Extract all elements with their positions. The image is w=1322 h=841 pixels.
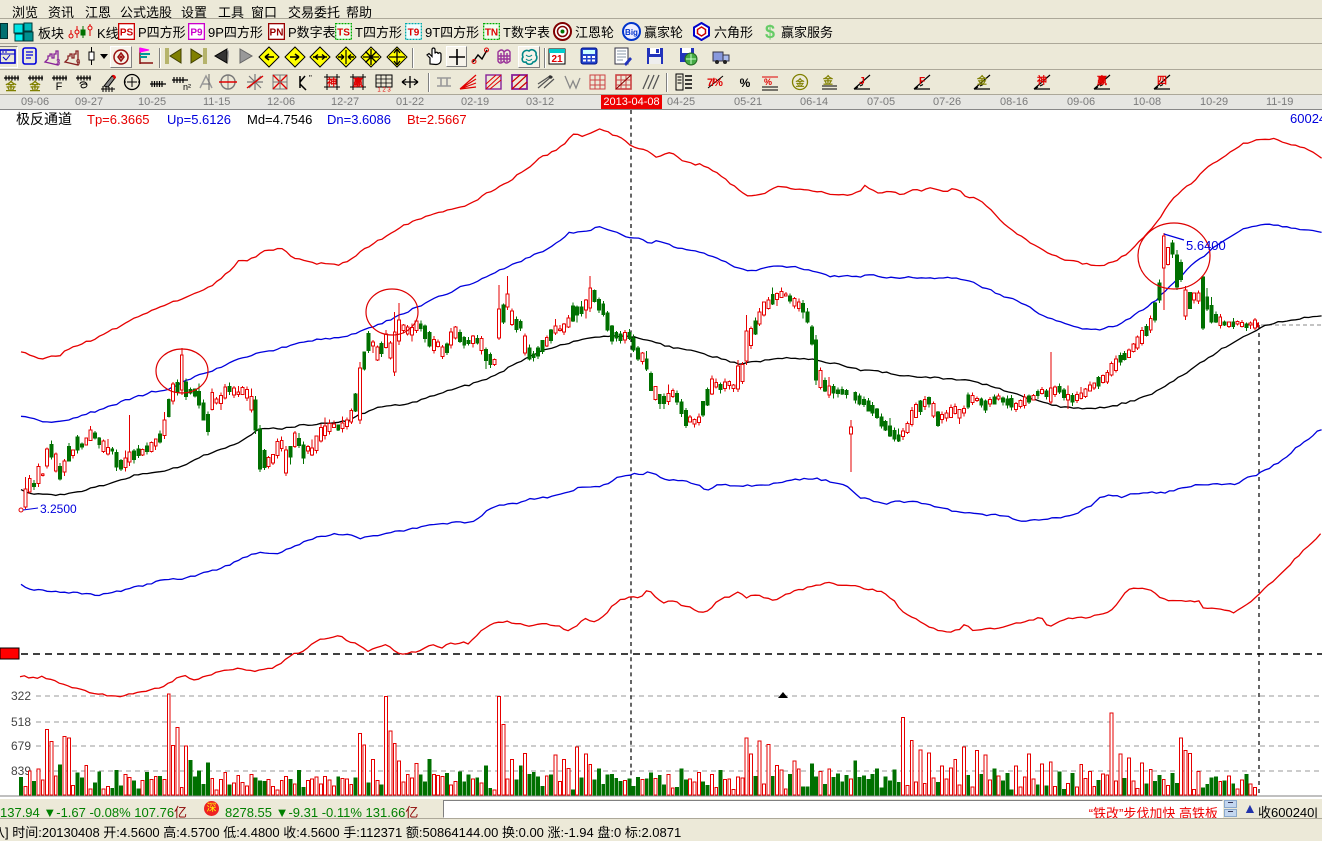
svg-text:Bt=2.5667: Bt=2.5667 bbox=[407, 112, 467, 127]
svg-text:n²: n² bbox=[183, 82, 191, 92]
svg-text:神: 神 bbox=[1037, 74, 1047, 87]
svg-text:金: 金 bbox=[822, 74, 834, 87]
svg-text:5.6400: 5.6400 bbox=[1186, 238, 1226, 253]
svg-text:9: 9 bbox=[76, 58, 81, 66]
svg-text:赢: 赢 bbox=[353, 76, 363, 89]
svg-text:金: 金 bbox=[976, 74, 988, 87]
svg-text:F: F bbox=[919, 76, 925, 87]
svg-text:Up=5.6126: Up=5.6126 bbox=[167, 112, 231, 127]
svg-text:PS: PS bbox=[120, 28, 134, 39]
svg-text:金: 金 bbox=[29, 79, 42, 92]
svg-text:$: $ bbox=[765, 22, 775, 41]
svg-text:839: 839 bbox=[11, 764, 31, 778]
svg-text:神: 神 bbox=[327, 76, 337, 89]
svg-text:3.2500: 3.2500 bbox=[40, 502, 77, 516]
svg-text:%: % bbox=[740, 76, 751, 90]
svg-text:679: 679 bbox=[11, 739, 31, 753]
svg-text:Dn=3.6086: Dn=3.6086 bbox=[327, 112, 391, 127]
svg-text:%: % bbox=[764, 77, 772, 87]
svg-text:极反通道: 极反通道 bbox=[16, 111, 72, 127]
svg-text:金: 金 bbox=[794, 77, 805, 88]
svg-text:F: F bbox=[56, 81, 63, 92]
svg-text:1 2 3: 1 2 3 bbox=[377, 88, 391, 93]
svg-text:J: J bbox=[859, 76, 865, 87]
svg-text:金: 金 bbox=[5, 79, 18, 92]
svg-text:3: 3 bbox=[56, 58, 61, 66]
svg-text:赢: 赢 bbox=[1097, 74, 1107, 87]
svg-text:P9: P9 bbox=[190, 28, 203, 39]
svg-text:Big: Big bbox=[625, 28, 638, 37]
svg-text:TN: TN bbox=[485, 28, 498, 39]
svg-text:TS: TS bbox=[337, 28, 350, 39]
svg-text:518: 518 bbox=[11, 715, 31, 729]
svg-text:": " bbox=[309, 74, 312, 83]
svg-text:60024: 60024 bbox=[1290, 111, 1322, 126]
svg-text:PN: PN bbox=[270, 28, 284, 39]
svg-text:21: 21 bbox=[551, 54, 563, 65]
svg-text:7̸%: 7̸% bbox=[707, 77, 723, 89]
svg-text:Tp=6.3665: Tp=6.3665 bbox=[87, 112, 150, 127]
svg-text:四: 四 bbox=[1157, 75, 1167, 87]
svg-text:T9: T9 bbox=[408, 28, 420, 39]
svg-text:322: 322 bbox=[11, 689, 31, 703]
svg-text:Md=4.7546: Md=4.7546 bbox=[247, 112, 312, 127]
